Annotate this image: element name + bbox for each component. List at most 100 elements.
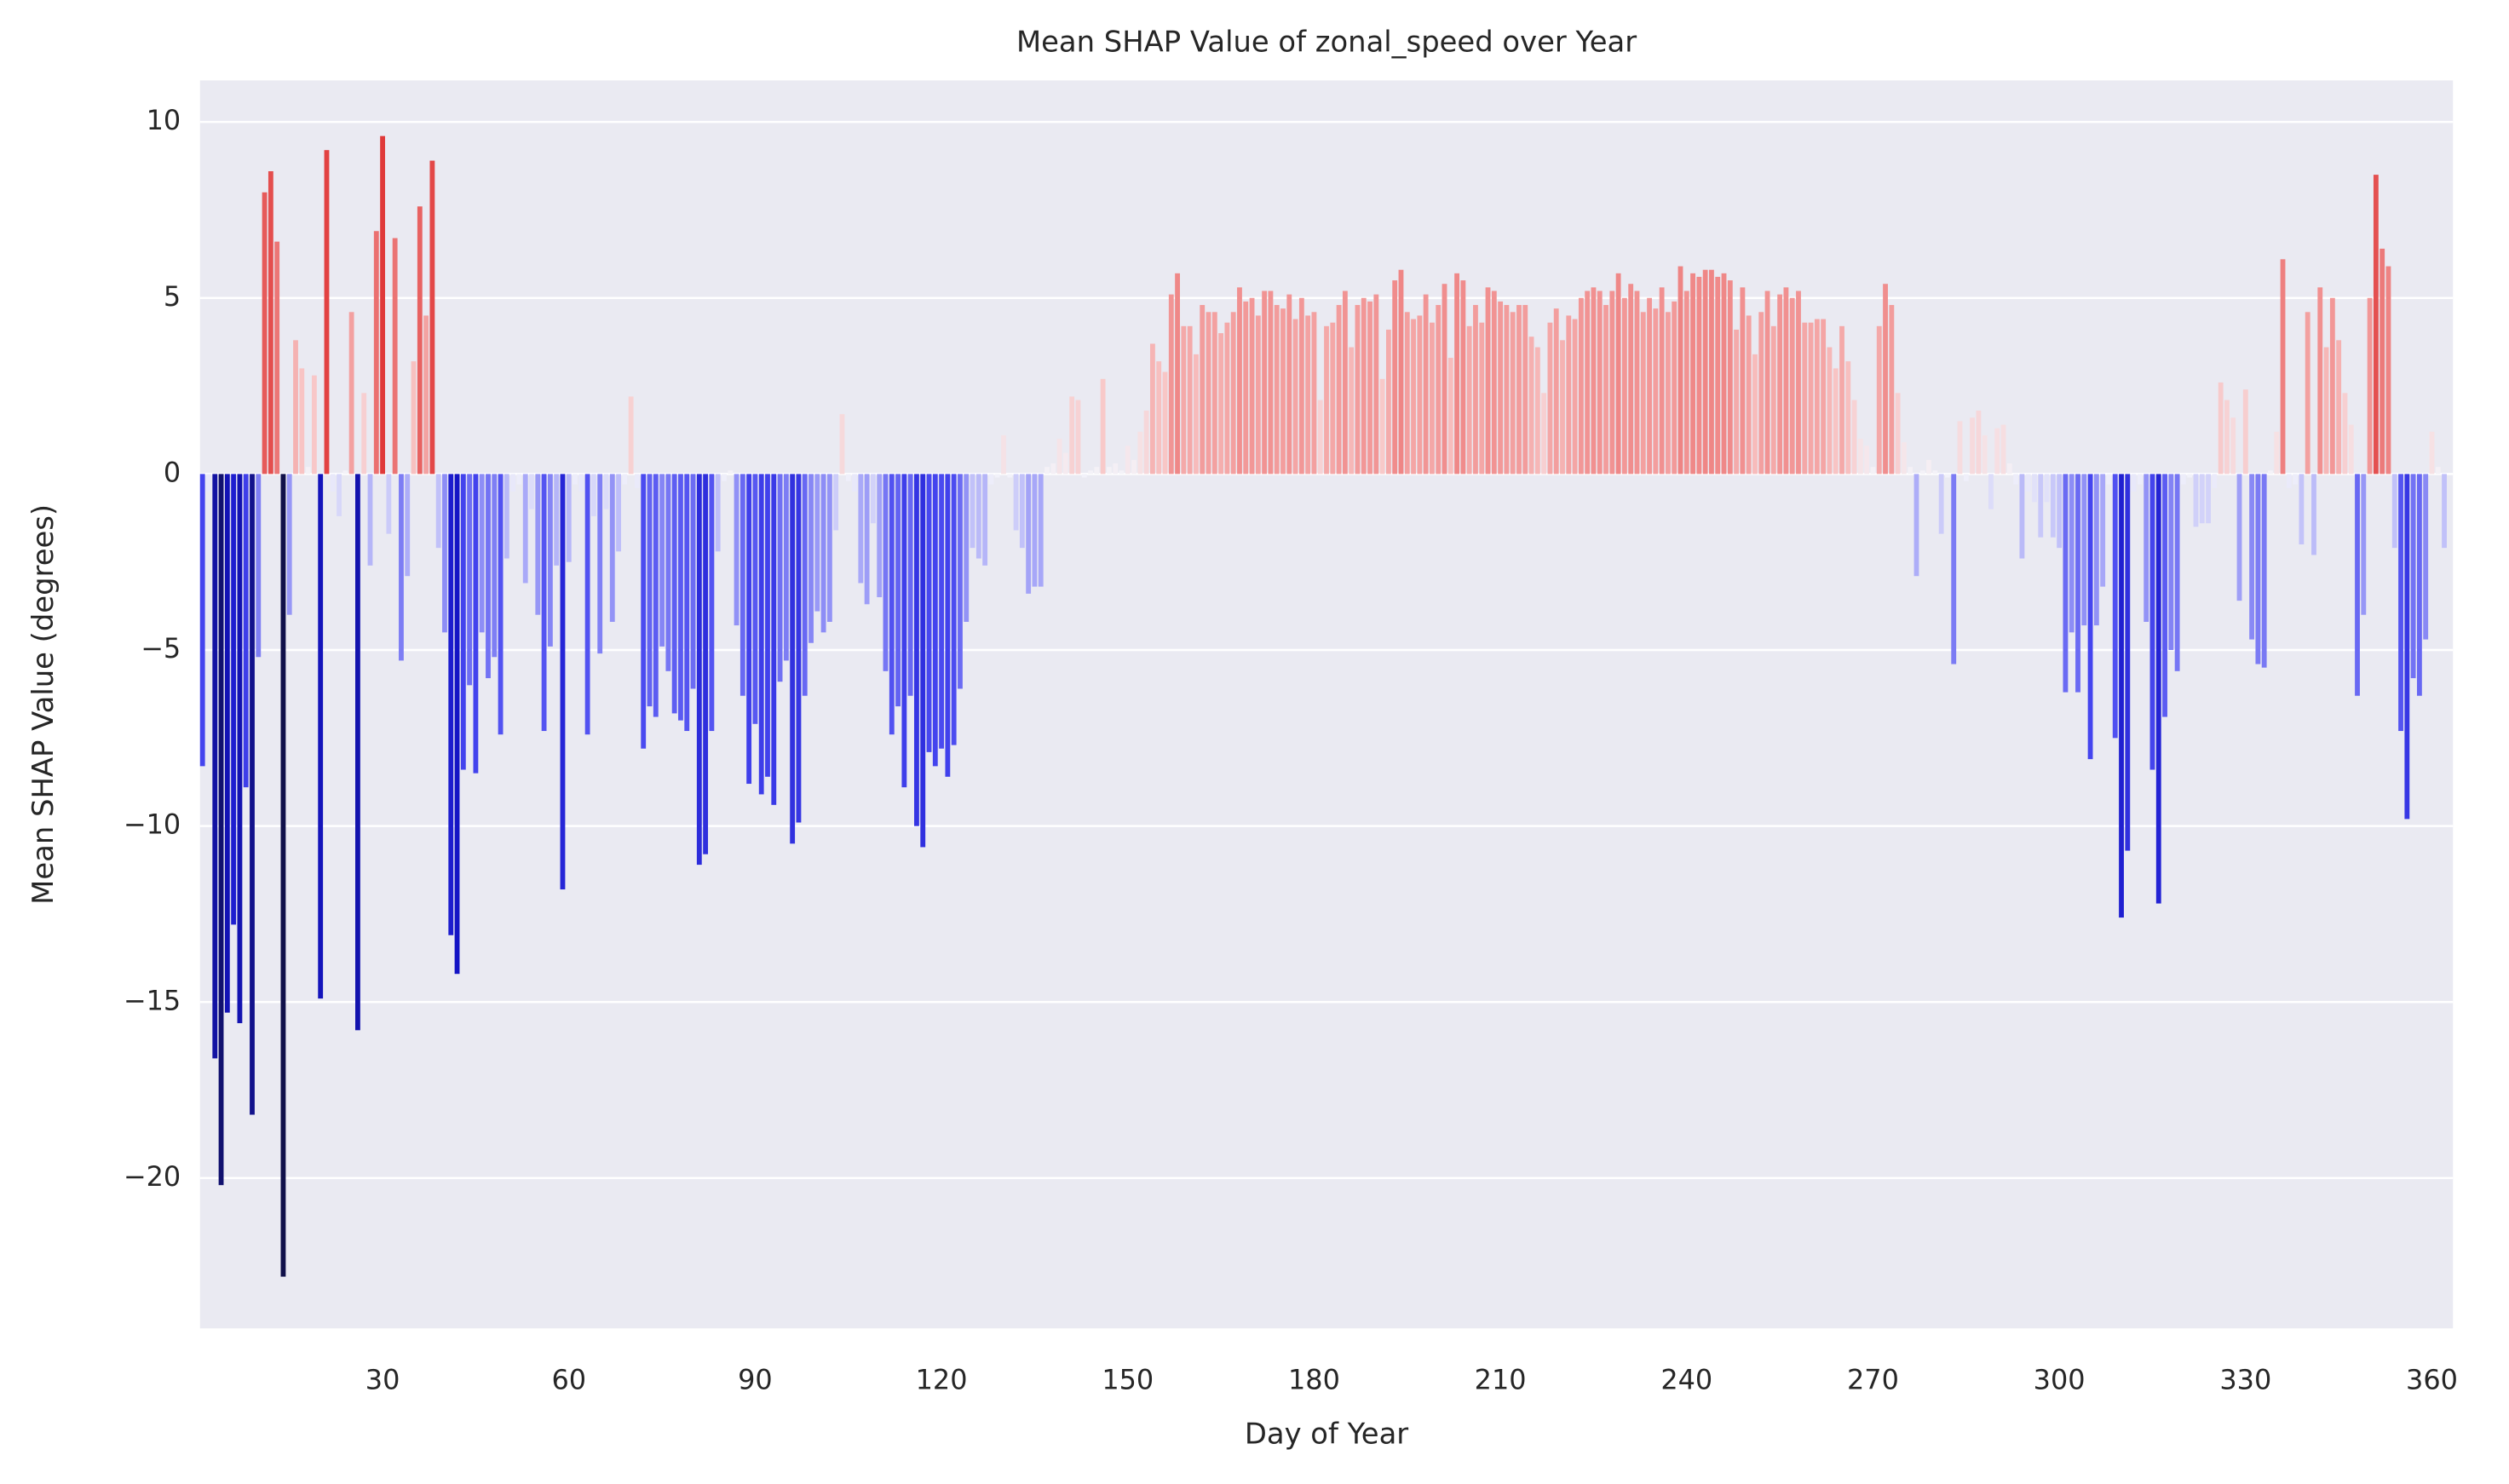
bar	[1783, 287, 1789, 475]
bar	[1367, 301, 1372, 475]
x-tick-label: 360	[2406, 1363, 2458, 1395]
bar	[522, 474, 528, 584]
bar	[1075, 400, 1081, 475]
bar	[920, 474, 926, 848]
bar	[305, 467, 311, 475]
bar	[293, 340, 298, 475]
bar	[964, 474, 970, 622]
bar	[709, 474, 715, 732]
bar	[1758, 312, 1764, 475]
bar	[1957, 421, 1963, 475]
bar	[1491, 290, 1497, 475]
bar	[2373, 175, 2379, 475]
bar	[734, 474, 739, 626]
bar	[1510, 312, 1516, 475]
bar	[1988, 474, 1994, 509]
bar	[442, 474, 447, 633]
bar	[337, 474, 342, 516]
bar	[1001, 434, 1006, 475]
bar	[560, 474, 566, 890]
bar	[1721, 273, 1727, 475]
bar	[665, 474, 671, 671]
bar	[2155, 474, 2161, 904]
bar	[1268, 290, 1274, 475]
y-tick-label: 5	[164, 280, 181, 313]
bar	[2100, 474, 2106, 587]
bar	[206, 474, 211, 492]
bar	[1324, 325, 1329, 475]
x-tick-label: 120	[916, 1363, 968, 1395]
bar	[1423, 294, 1429, 475]
bar	[1666, 312, 1671, 475]
bar	[2119, 474, 2124, 918]
bar	[237, 474, 243, 1024]
bar	[1249, 297, 1255, 475]
bar	[250, 474, 255, 1115]
bar	[2336, 340, 2342, 475]
bars	[199, 135, 2447, 1277]
bar	[1814, 319, 1820, 475]
bar	[1864, 446, 1870, 475]
bar	[529, 474, 534, 509]
bar	[498, 474, 504, 735]
bar	[2081, 474, 2087, 626]
bar	[1883, 284, 1888, 475]
bar	[1361, 297, 1367, 475]
x-tick-label: 330	[2219, 1363, 2271, 1395]
bar	[609, 474, 615, 622]
bar	[2006, 463, 2012, 475]
bar	[1504, 305, 1510, 475]
bar	[1870, 467, 1876, 475]
bar	[535, 474, 541, 615]
bar	[541, 474, 547, 732]
bar	[758, 474, 764, 795]
bar	[2050, 474, 2056, 538]
bar	[790, 474, 796, 844]
bar	[1926, 459, 1931, 475]
bar	[1901, 442, 1907, 475]
bar	[423, 315, 429, 475]
bar	[628, 396, 634, 475]
bar	[1932, 470, 1938, 475]
bar	[852, 474, 857, 492]
bar	[678, 474, 683, 721]
x-tick-label: 30	[365, 1363, 400, 1395]
bar	[1876, 325, 1882, 475]
bar	[1640, 312, 1646, 475]
bar	[479, 474, 485, 633]
bar	[492, 474, 498, 658]
bar	[1696, 276, 1702, 475]
bar	[616, 474, 621, 552]
bar	[1156, 361, 1162, 475]
grid	[199, 120, 2454, 1180]
bar	[262, 192, 268, 475]
bar	[1125, 446, 1131, 475]
bar	[405, 474, 411, 577]
bar	[889, 474, 895, 735]
bar	[814, 474, 820, 612]
bar	[2435, 467, 2441, 475]
plot-background	[199, 80, 2454, 1329]
bar	[1305, 315, 1311, 475]
bar	[2249, 474, 2255, 640]
bar	[256, 474, 262, 658]
bar	[1796, 290, 1801, 475]
bar	[870, 474, 876, 524]
bar	[1827, 347, 1833, 475]
bar	[2398, 474, 2403, 732]
bar	[2075, 474, 2080, 693]
bar	[2187, 474, 2193, 478]
bar	[1044, 467, 1050, 475]
bar	[1802, 322, 1808, 475]
bar	[1187, 325, 1193, 475]
bar	[2380, 248, 2385, 475]
bar	[554, 474, 560, 566]
bar	[1808, 322, 1814, 475]
bar	[268, 170, 273, 475]
bar	[454, 474, 460, 975]
bar	[367, 474, 373, 566]
bar	[2212, 474, 2218, 488]
bar	[1286, 294, 1292, 475]
bar	[2224, 400, 2230, 475]
bar	[2293, 474, 2299, 485]
